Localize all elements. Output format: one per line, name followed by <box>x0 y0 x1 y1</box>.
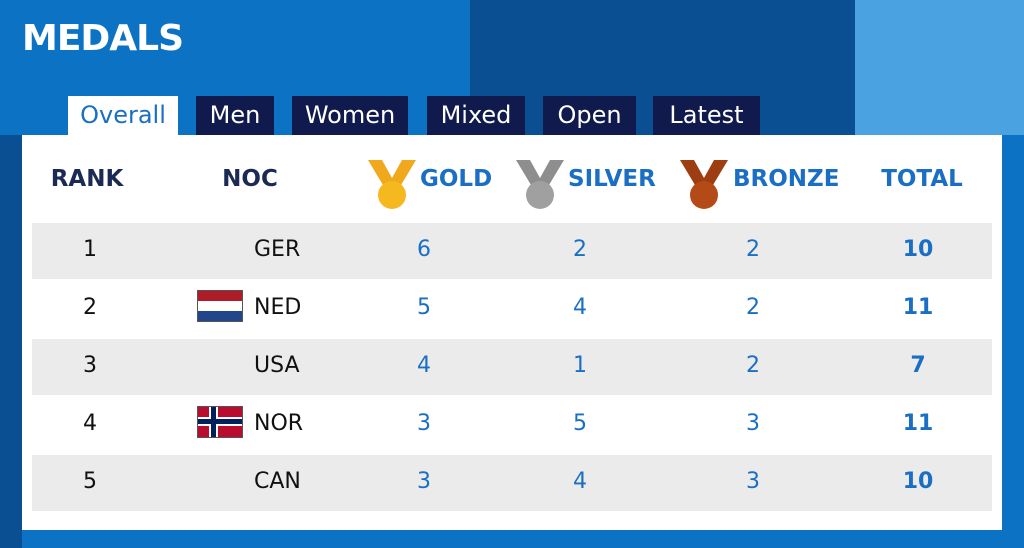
table-cell: 4 <box>83 411 97 436</box>
table-cell: 2 <box>83 295 97 320</box>
table-cell: 10 <box>902 237 934 262</box>
table-cell: 2 <box>573 237 587 262</box>
table-cell: 5 <box>573 411 587 436</box>
table-cell: 7 <box>910 353 926 378</box>
tab[interactable]: Men <box>196 96 274 135</box>
table-cell: 5 <box>83 469 97 494</box>
column-header: GOLD <box>420 166 493 192</box>
table-cell: USA <box>254 353 300 378</box>
column-header: NOC <box>222 166 278 192</box>
table-cell: NED <box>254 295 302 320</box>
table-cell: 3 <box>417 469 431 494</box>
table-cell: 10 <box>902 469 934 494</box>
table-cell: 4 <box>417 353 431 378</box>
table-cell: 2 <box>746 237 760 262</box>
row-background <box>32 223 992 279</box>
table-cell: 3 <box>417 411 431 436</box>
column-header: SILVER <box>568 166 656 192</box>
table-cell: 3 <box>746 469 760 494</box>
table-cell: 3 <box>83 353 97 378</box>
table-cell: 4 <box>573 295 587 320</box>
column-header: RANK <box>50 166 124 192</box>
bg-block <box>0 135 22 548</box>
column-header: BRONZE <box>733 166 840 192</box>
tab[interactable]: Mixed <box>427 96 525 135</box>
table-cell: 6 <box>417 237 431 262</box>
table-cell: CAN <box>254 469 301 494</box>
tab[interactable]: Open <box>543 96 636 135</box>
table-cell: NOR <box>254 411 304 436</box>
table-cell: 3 <box>746 411 760 436</box>
table-cell: GER <box>254 237 301 262</box>
title: MEDALS <box>22 18 184 59</box>
table-cell: 11 <box>902 295 934 320</box>
table-cell: 5 <box>417 295 431 320</box>
bg-block <box>855 0 1024 135</box>
tab[interactable]: Overall <box>68 96 178 135</box>
column-header: TOTAL <box>881 166 963 192</box>
table-cell: 2 <box>746 353 760 378</box>
tab[interactable]: Latest <box>653 96 760 135</box>
row-background <box>32 339 992 395</box>
table-cell: 4 <box>573 469 587 494</box>
table-cell: 11 <box>902 411 934 436</box>
tab[interactable]: Women <box>292 96 408 135</box>
table-cell: 1 <box>83 237 97 262</box>
row-background <box>32 455 992 511</box>
table-cell: 1 <box>573 353 587 378</box>
table-cell: 2 <box>746 295 760 320</box>
